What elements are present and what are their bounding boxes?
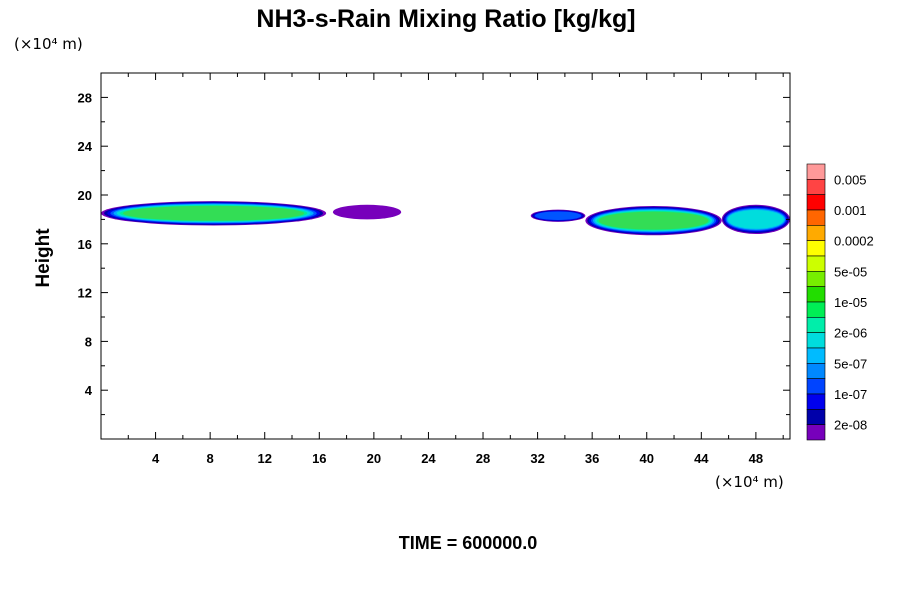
x-axis-unit: (×10⁴ m) <box>715 473 784 491</box>
y-axis-unit: (×10⁴ m) <box>14 35 83 53</box>
y-axis: 4 8 12 16 20 24 28 <box>78 90 790 416</box>
legend-swatch-17 <box>806 424 826 441</box>
cloud-layer-1-band-0 <box>332 204 402 220</box>
legend-label: 5e-07 <box>834 356 867 371</box>
legend-swatch-6 <box>806 255 826 272</box>
time-label: TIME = 600000.0 <box>399 533 538 553</box>
y-tick-label: 28 <box>78 90 92 105</box>
x-tick-label: 40 <box>640 451 654 466</box>
legend-swatch-8 <box>806 286 826 303</box>
x-tick-label: 12 <box>257 451 271 466</box>
x-tick-label: 32 <box>530 451 544 466</box>
x-tick-label: 28 <box>476 451 490 466</box>
legend-swatch-5 <box>806 240 826 257</box>
y-tick-label: 24 <box>78 139 93 154</box>
y-tick-label: 4 <box>85 383 93 398</box>
colorbar-legend: 0.005 0.001 0.0002 5e-05 1e-05 2e-06 5e-07 1e-0… <box>806 163 874 441</box>
cloud-layers <box>101 201 791 236</box>
legend-swatch-0 <box>806 163 826 180</box>
legend-swatch-10 <box>806 317 826 333</box>
legend-swatch-3 <box>806 209 826 226</box>
chart-title: NH3-s-Rain Mixing Ratio [kg/kg] <box>256 5 635 33</box>
legend-swatch-12 <box>806 347 826 364</box>
cloud-layer-2-band-3 <box>534 211 582 221</box>
plot-frame <box>100 72 791 440</box>
legend-label: 5e-05 <box>834 264 867 279</box>
legend-label: 1e-07 <box>834 387 867 402</box>
legend-label: 2e-06 <box>834 326 867 341</box>
y-axis-label: Height <box>33 228 54 288</box>
x-tick-label: 8 <box>207 451 214 466</box>
y-tick-label: 16 <box>78 237 92 252</box>
legend-swatch-4 <box>806 225 826 241</box>
legend-label: 2e-08 <box>834 418 867 433</box>
legend-swatch-13 <box>806 363 826 379</box>
legend-swatch-15 <box>806 393 826 410</box>
legend-label: 0.0002 <box>834 234 874 249</box>
y-tick-label: 20 <box>78 188 92 203</box>
x-tick-label: 44 <box>694 451 709 466</box>
legend-swatch-7 <box>806 271 826 287</box>
legend-swatch-11 <box>806 332 826 349</box>
x-tick-label: 16 <box>312 451 326 466</box>
x-tick-label: 36 <box>585 451 599 466</box>
x-tick-label: 20 <box>367 451 381 466</box>
legend-swatch-1 <box>806 179 826 195</box>
legend-label: 1e-05 <box>834 295 867 310</box>
y-tick-label: 8 <box>85 334 92 349</box>
legend-label: 0.001 <box>834 203 867 218</box>
legend-swatch-2 <box>806 194 826 211</box>
legend-swatch-14 <box>806 378 826 395</box>
cloud-layer-0-band-7 <box>122 205 305 221</box>
cloud-layer-3-band-7 <box>598 211 709 230</box>
x-tick-label: 48 <box>749 451 763 466</box>
x-tick-label: 4 <box>152 451 160 466</box>
y-tick-label: 12 <box>78 286 92 301</box>
legend-swatch-16 <box>806 409 826 425</box>
cloud-layer-4-band-5 <box>727 209 784 229</box>
x-axis: 4 8 12 16 20 24 28 32 36 40 44 48 <box>127 73 784 466</box>
legend-label: 0.005 <box>834 172 867 187</box>
x-tick-label: 24 <box>421 451 436 466</box>
legend-swatch-9 <box>806 301 826 318</box>
